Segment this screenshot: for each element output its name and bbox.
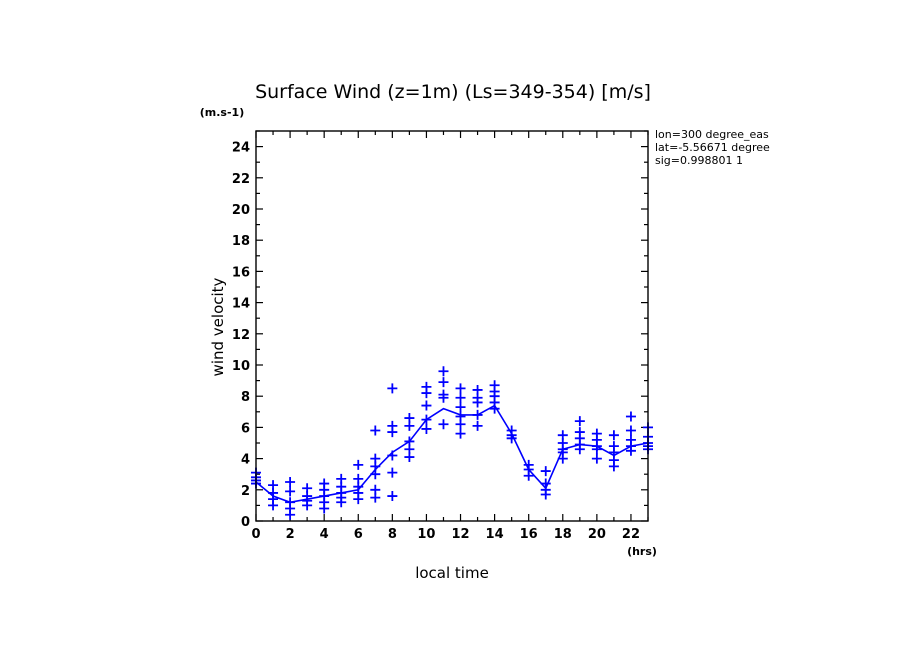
y-tick-label: 22 — [232, 172, 250, 187]
x-tick-label: 2 — [286, 527, 295, 542]
y-tick-label: 12 — [232, 328, 250, 343]
x-tick-label: 0 — [251, 527, 260, 542]
info-line-sig: sig=0.998801 1 — [655, 154, 743, 167]
scatter-point — [353, 494, 364, 505]
y-axis-unit: (m.s-1) — [200, 106, 244, 119]
scatter-point — [285, 486, 296, 497]
y-tick-label: 6 — [241, 421, 250, 436]
scatter-point — [404, 452, 415, 463]
y-tick-label: 2 — [241, 484, 250, 499]
scatter-point — [574, 416, 585, 427]
scatter-point — [421, 388, 432, 399]
scatter-point — [608, 430, 619, 441]
y-axis-title: wind velocity — [209, 277, 227, 376]
x-tick-label: 10 — [417, 527, 435, 542]
x-axis-title: local time — [415, 564, 489, 582]
scatter-point — [370, 469, 381, 480]
scatter-point — [268, 500, 279, 511]
scatter-point — [591, 444, 602, 455]
y-tick-label: 24 — [232, 141, 250, 156]
y-tick-label: 18 — [232, 234, 250, 249]
scatter-point — [625, 425, 636, 436]
scatter-point — [438, 366, 449, 377]
scatter-point — [421, 400, 432, 411]
scatter-point — [438, 377, 449, 388]
scatter-point — [455, 383, 466, 394]
data-layer — [251, 366, 653, 520]
x-tick-label: 12 — [451, 527, 469, 542]
scatter-point — [523, 470, 534, 481]
scatter-point — [387, 467, 398, 478]
x-tick-label: 18 — [554, 527, 572, 542]
y-tick-label: 8 — [241, 390, 250, 405]
mean-series-line — [255, 404, 649, 504]
scatter-point — [591, 453, 602, 464]
scatter-point — [319, 503, 330, 514]
y-tick-label: 20 — [232, 203, 250, 218]
scatter-point — [353, 459, 364, 470]
chart-title: Surface Wind (z=1m) (Ls=349-354) [m/s] — [255, 81, 651, 103]
y-tick-label: 10 — [232, 359, 250, 374]
x-tick-label: 14 — [486, 527, 504, 542]
x-tick-label: 20 — [588, 527, 606, 542]
scatter-point — [370, 492, 381, 503]
scatter-point — [455, 428, 466, 439]
scatter-point — [421, 423, 432, 434]
scatter-point — [421, 414, 432, 425]
x-tick-label: 8 — [388, 527, 397, 542]
scatter-point — [455, 419, 466, 430]
y-tick-label: 16 — [232, 265, 250, 280]
scatter-point — [625, 411, 636, 422]
axis-ticks — [255, 130, 649, 522]
scatter-point — [285, 477, 296, 487]
scatter-point — [336, 497, 347, 508]
scatter-point — [285, 509, 296, 520]
y-tick-label: 14 — [232, 297, 250, 312]
y-tick-label: 0 — [241, 515, 250, 530]
x-tick-label: 4 — [320, 527, 329, 542]
scatter-point — [540, 466, 551, 477]
x-axis-unit: (hrs) — [627, 545, 657, 558]
scatter-point — [387, 383, 398, 394]
scatter-point — [574, 444, 585, 455]
info-line-lat: lat=-5.56671 degree — [655, 141, 770, 154]
scatter-point — [455, 402, 466, 413]
y-tick-label: 4 — [241, 453, 250, 468]
info-box: lon=300 degree_eas lat=-5.56671 degree s… — [655, 128, 770, 167]
plot-frame — [255, 130, 649, 522]
scatter-point — [506, 433, 517, 444]
scatter-point — [625, 445, 636, 456]
scatter-point — [472, 420, 483, 431]
scatter-point — [472, 409, 483, 420]
x-tick-label: 22 — [622, 527, 640, 542]
scatter-point — [438, 419, 449, 430]
info-clip-mask — [779, 128, 819, 172]
scatter-point — [489, 403, 500, 414]
scatter-point — [608, 461, 619, 472]
x-tick-label: 6 — [354, 527, 363, 542]
x-tick-label: 16 — [520, 527, 538, 542]
scatter-point — [540, 489, 551, 500]
scatter-point — [404, 420, 415, 431]
scatter-point — [387, 450, 398, 461]
scatter-point — [370, 425, 381, 436]
scatter-point — [438, 392, 449, 403]
scatter-point — [472, 397, 483, 408]
scatter-point — [387, 427, 398, 438]
scatter-point — [557, 453, 568, 464]
scatter-point — [455, 392, 466, 403]
info-line-lon: lon=300 degree_eas — [655, 128, 769, 141]
scatter-point — [387, 491, 398, 502]
scatter-point — [302, 500, 313, 511]
